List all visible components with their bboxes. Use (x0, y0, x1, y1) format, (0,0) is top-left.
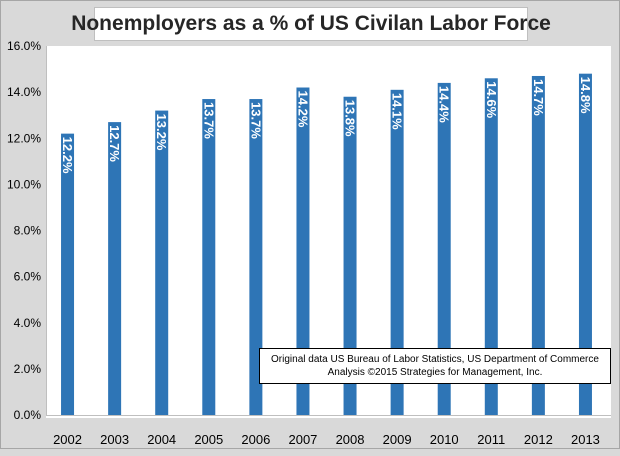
x-tick-label: 2008 (336, 432, 365, 447)
data-label: 14.1% (390, 93, 405, 130)
data-label: 12.7% (107, 125, 122, 162)
y-tick-label: 8.0% (14, 224, 42, 238)
bar-2012 (531, 75, 545, 415)
y-tick-label: 16.0% (7, 39, 41, 53)
x-tick-label: 2006 (241, 432, 270, 447)
data-label: 13.8% (343, 100, 358, 137)
bar-2004 (155, 110, 169, 415)
data-label: 14.8% (578, 77, 593, 114)
x-tick-label: 2010 (430, 432, 459, 447)
x-tick-label: 2013 (571, 432, 600, 447)
bar-2011 (484, 78, 498, 415)
bar-2007 (296, 87, 310, 415)
y-tick-label: 12.0% (7, 131, 41, 145)
bar-chart: 12.2% 12.7% 13.2% 13.7% 13.7% 14.2% 13.8% 14.1%… (46, 46, 611, 416)
source-note-line1: Original data US Bureau of Labor Statist… (271, 354, 599, 365)
y-tick-label: 14.0% (7, 85, 41, 99)
x-tick-label: 2002 (53, 432, 82, 447)
source-note-line2: Analysis ©2015 Strategies for Management… (327, 367, 543, 378)
chart-title: Nonemployers as a % of US Civilan Labor … (71, 7, 551, 41)
x-tick-label: 2012 (524, 432, 553, 447)
x-tick-label: 2011 (477, 432, 505, 447)
y-axis: 0.0% 2.0% 4.0% 6.0% 8.0% 10.0% 12.0% 14.0% 16.0% (7, 39, 42, 422)
x-tick-label: 2003 (100, 432, 129, 447)
bar-2008 (343, 96, 357, 416)
data-label: 14.6% (484, 81, 499, 118)
bar-2002 (61, 133, 75, 415)
y-tick-label: 0.0% (14, 408, 42, 422)
x-tick-label: 2004 (147, 432, 176, 447)
data-label: 14.7% (531, 79, 546, 116)
bar-2006 (249, 99, 263, 415)
data-label: 14.4% (437, 86, 452, 123)
bar-2005 (202, 99, 216, 415)
y-tick-label: 6.0% (14, 270, 42, 284)
bar-2003 (108, 122, 122, 415)
bar-2009 (390, 89, 404, 415)
y-tick-label: 2.0% (14, 362, 42, 376)
data-label: 13.2% (154, 114, 169, 151)
x-tick-label: 2007 (288, 432, 317, 447)
data-label: 14.2% (295, 91, 310, 128)
y-tick-label: 4.0% (14, 316, 42, 330)
bar-2010 (437, 82, 451, 416)
x-axis: 2002 2003 2004 2005 2006 2007 2008 2009 2010 2011… (53, 432, 600, 447)
x-tick-label: 2005 (194, 432, 223, 447)
x-tick-label: 2009 (383, 432, 412, 447)
bar-2013 (578, 73, 592, 416)
data-label: 12.2% (60, 137, 75, 174)
data-label: 13.7% (248, 102, 263, 139)
source-note: Original data US Bureau of Labor Statist… (259, 348, 611, 384)
data-label: 13.7% (201, 102, 216, 139)
y-tick-label: 10.0% (7, 177, 41, 191)
